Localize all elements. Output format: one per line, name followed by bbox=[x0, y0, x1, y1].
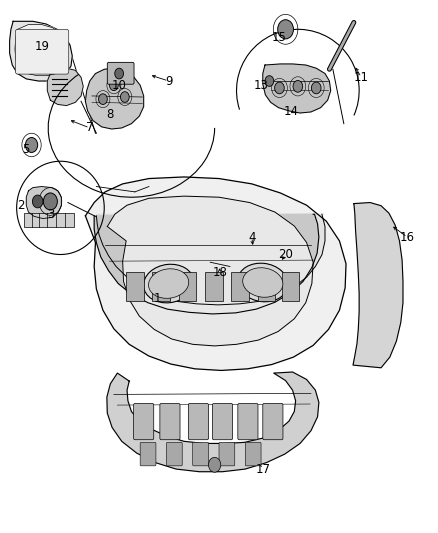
Text: 4: 4 bbox=[248, 231, 256, 244]
Text: 7: 7 bbox=[86, 122, 94, 134]
Text: 18: 18 bbox=[212, 266, 227, 279]
Bar bbox=[231, 272, 249, 301]
Text: 15: 15 bbox=[272, 31, 287, 44]
Circle shape bbox=[311, 82, 321, 94]
Text: 5: 5 bbox=[22, 143, 29, 156]
Ellipse shape bbox=[144, 264, 194, 303]
Polygon shape bbox=[107, 372, 319, 472]
Polygon shape bbox=[94, 214, 319, 314]
Text: 9: 9 bbox=[165, 75, 173, 87]
Bar bbox=[179, 272, 196, 301]
FancyBboxPatch shape bbox=[166, 442, 182, 466]
Text: 1: 1 bbox=[154, 292, 162, 305]
FancyBboxPatch shape bbox=[193, 442, 208, 466]
Bar bbox=[24, 213, 74, 227]
Text: 8: 8 bbox=[107, 108, 114, 121]
Circle shape bbox=[115, 68, 124, 79]
Bar bbox=[205, 272, 223, 301]
FancyBboxPatch shape bbox=[140, 442, 156, 466]
Circle shape bbox=[208, 457, 221, 472]
Circle shape bbox=[293, 80, 303, 92]
FancyBboxPatch shape bbox=[15, 29, 69, 74]
FancyBboxPatch shape bbox=[238, 403, 258, 440]
Ellipse shape bbox=[148, 269, 189, 298]
Polygon shape bbox=[85, 68, 144, 129]
Ellipse shape bbox=[243, 268, 283, 297]
Polygon shape bbox=[96, 214, 325, 305]
Bar bbox=[152, 272, 170, 301]
Text: 17: 17 bbox=[255, 463, 270, 475]
Polygon shape bbox=[26, 187, 61, 219]
Ellipse shape bbox=[238, 263, 288, 302]
Circle shape bbox=[120, 92, 129, 102]
Polygon shape bbox=[85, 177, 346, 370]
FancyBboxPatch shape bbox=[188, 403, 208, 440]
Polygon shape bbox=[47, 68, 83, 106]
Circle shape bbox=[99, 94, 107, 104]
Text: 13: 13 bbox=[254, 79, 268, 92]
Circle shape bbox=[275, 82, 284, 94]
Circle shape bbox=[265, 76, 274, 86]
Text: 11: 11 bbox=[354, 71, 369, 84]
Bar bbox=[126, 272, 144, 301]
Text: 20: 20 bbox=[278, 248, 293, 261]
Circle shape bbox=[43, 193, 57, 210]
FancyBboxPatch shape bbox=[134, 403, 154, 440]
FancyBboxPatch shape bbox=[212, 403, 233, 440]
Text: 19: 19 bbox=[35, 41, 50, 53]
Text: 10: 10 bbox=[112, 79, 127, 92]
Polygon shape bbox=[107, 196, 313, 346]
Circle shape bbox=[278, 20, 293, 39]
Circle shape bbox=[25, 138, 38, 152]
Bar bbox=[282, 272, 299, 301]
Bar bbox=[258, 272, 275, 301]
Text: 2: 2 bbox=[17, 199, 25, 212]
FancyBboxPatch shape bbox=[263, 403, 283, 440]
Text: 14: 14 bbox=[284, 106, 299, 118]
Polygon shape bbox=[15, 25, 67, 76]
Polygon shape bbox=[263, 64, 331, 113]
FancyBboxPatch shape bbox=[107, 62, 134, 84]
Polygon shape bbox=[10, 21, 72, 81]
FancyBboxPatch shape bbox=[245, 442, 261, 466]
Text: 16: 16 bbox=[400, 231, 415, 244]
Text: 3: 3 bbox=[47, 208, 54, 221]
Polygon shape bbox=[353, 203, 403, 368]
FancyBboxPatch shape bbox=[160, 403, 180, 440]
FancyBboxPatch shape bbox=[219, 442, 235, 466]
Circle shape bbox=[110, 80, 118, 91]
Circle shape bbox=[32, 195, 43, 208]
